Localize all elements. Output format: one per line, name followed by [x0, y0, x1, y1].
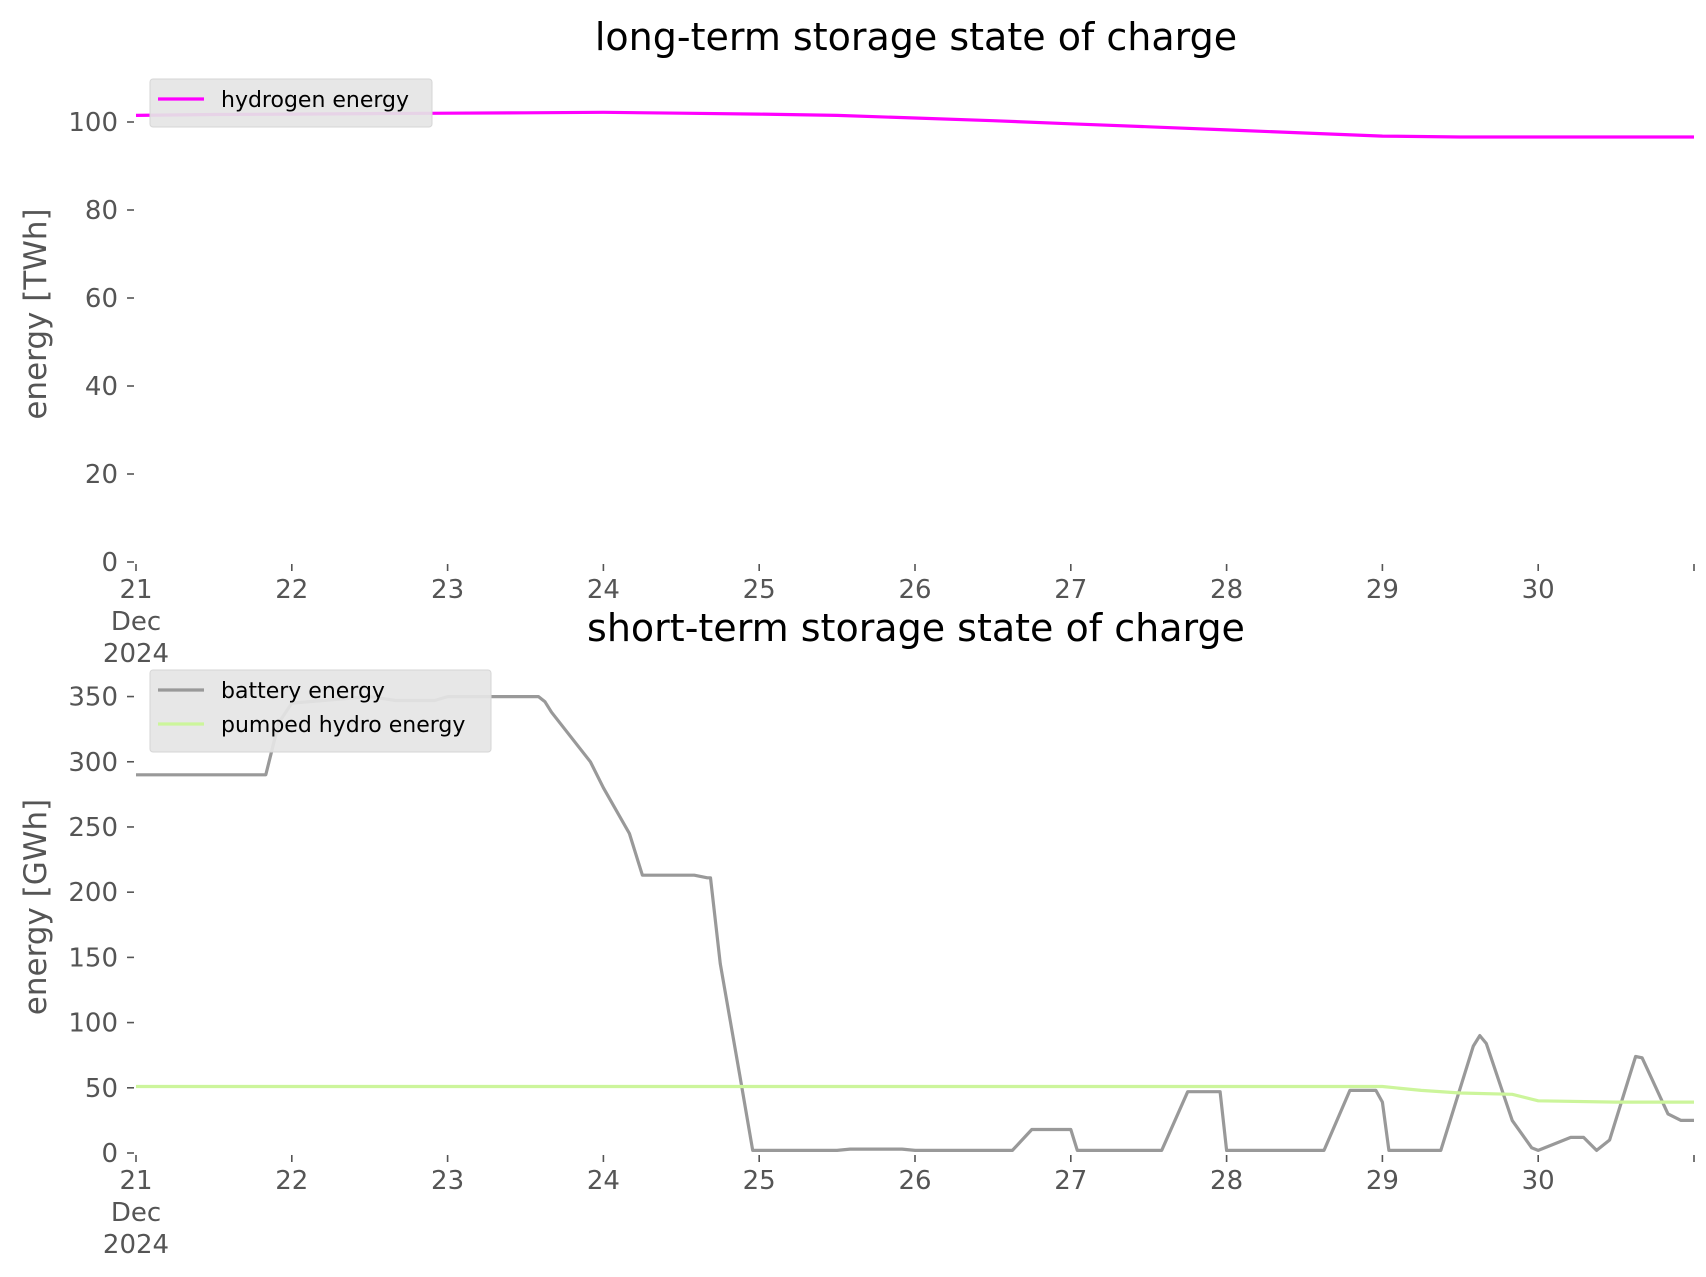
x-tick-label: 26: [898, 575, 931, 605]
x-tick-label: 30: [1522, 575, 1555, 605]
x-tick-label: 27: [1054, 575, 1087, 605]
y-tick-label: 60: [85, 284, 118, 314]
plot-area: [136, 695, 1694, 1152]
x-tick-label: 23: [431, 575, 464, 605]
x-tick-label: 21 Dec 2024: [103, 575, 169, 669]
chart-title: short-term storage state of charge: [587, 606, 1245, 650]
legend: battery energy pumped hydro energy: [149, 669, 492, 753]
legend-label: hydrogen energy: [221, 88, 409, 113]
x-tick-label: 22: [275, 575, 308, 605]
x-tick-label: 28: [1210, 1166, 1243, 1196]
x-tick-label: 24: [587, 1166, 620, 1196]
y-tick-label: 150: [68, 943, 118, 973]
pumped-hydro-energy-line: [136, 1084, 1694, 1104]
chart-title: long-term storage state of charge: [595, 15, 1237, 59]
y-tick-label: 300: [68, 748, 118, 778]
x-tick-label: 21 Dec 2024: [103, 1166, 169, 1260]
x-tick-label: 28: [1210, 575, 1243, 605]
legend-label: battery energy: [221, 679, 385, 704]
chart-long-term: long-term storage state of charge energy…: [18, 15, 1695, 669]
x-tick-label: 29: [1366, 575, 1399, 605]
y-tick-label: 200: [68, 878, 118, 908]
y-axis-label: energy [GWh]: [18, 799, 54, 1015]
y-tick-label: 20: [85, 460, 118, 490]
x-tick-label: 24: [587, 575, 620, 605]
y-tick-label: 50: [85, 1074, 118, 1104]
y-tick-label: 250: [68, 813, 118, 843]
x-tick-label: 29: [1366, 1166, 1399, 1196]
y-axis-label: energy [TWh]: [18, 208, 54, 419]
legend: hydrogen energy: [149, 78, 433, 128]
chart-short-term: short-term storage state of charge energ…: [18, 606, 1695, 1260]
y-tick-label: 350: [68, 683, 118, 713]
y-tick-label: 40: [85, 372, 118, 402]
y-tick-label: 80: [85, 196, 118, 226]
legend-box: [149, 669, 492, 753]
x-tick-label: 27: [1054, 1166, 1087, 1196]
ticks: 0 50 100 150 200 250 300 350 21 Dec 2024 22 23 24 25 26…: [68, 683, 1695, 1260]
x-tick-label: 26: [898, 1166, 931, 1196]
y-tick-label: 0: [101, 548, 118, 578]
x-tick-label: 22: [275, 1166, 308, 1196]
x-tick-label: 25: [743, 1166, 776, 1196]
ticks: 0 20 40 60 80 100 21 Dec 2024 22 23 24 25 26 27 28 29 30: [68, 108, 1695, 669]
legend-box: [149, 78, 433, 128]
y-tick-label: 100: [68, 1009, 118, 1039]
x-tick-label: 30: [1522, 1166, 1555, 1196]
x-tick-label: 23: [431, 1166, 464, 1196]
legend-label: pumped hydro energy: [221, 713, 465, 738]
y-tick-label: 100: [68, 108, 118, 138]
y-tick-label: 0: [101, 1139, 118, 1169]
battery-energy-line: [136, 695, 1694, 1152]
x-tick-label: 25: [743, 575, 776, 605]
